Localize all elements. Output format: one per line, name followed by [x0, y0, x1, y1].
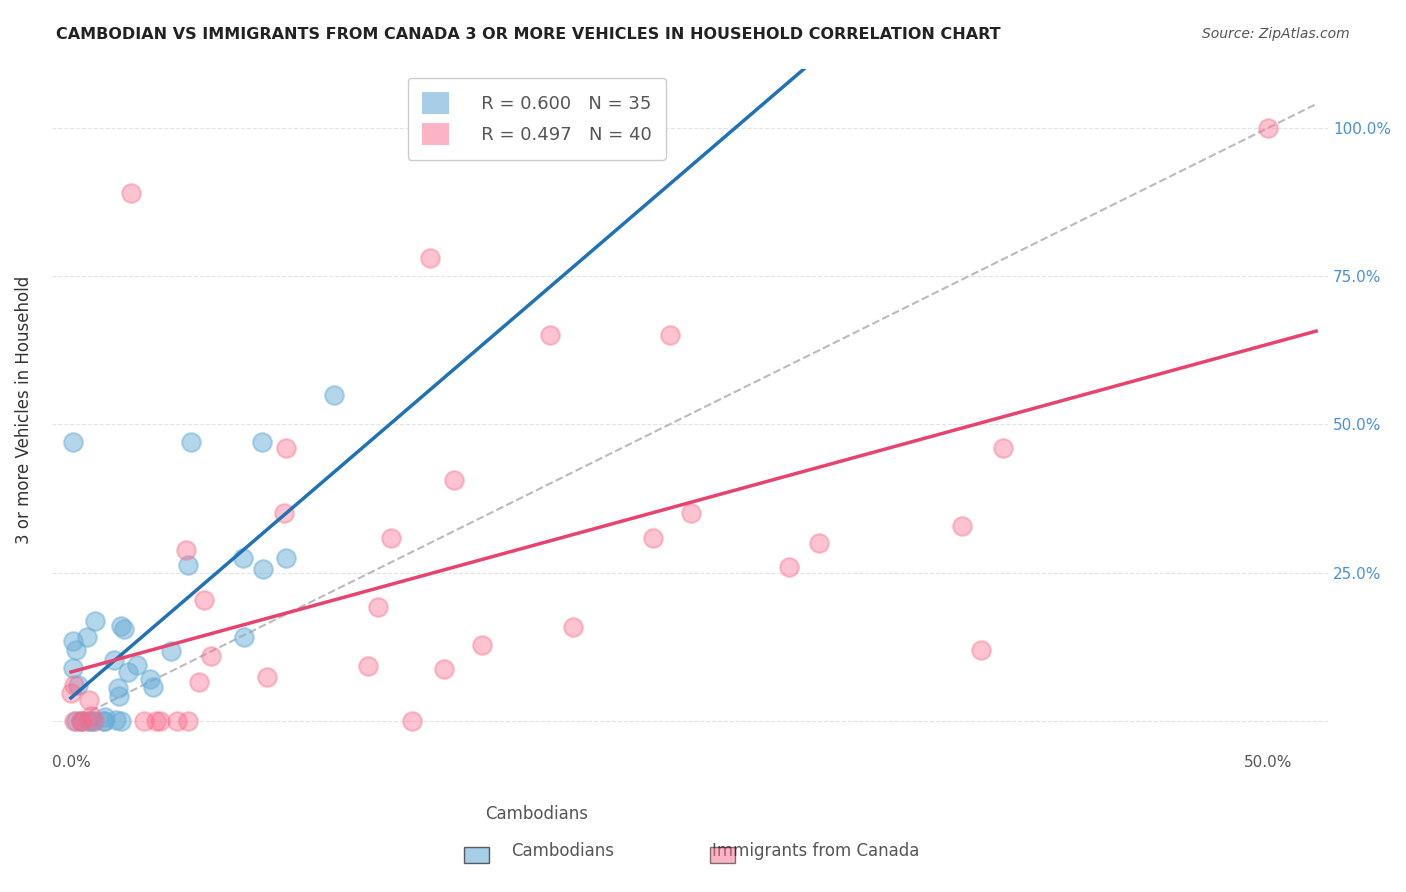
Point	[82, 714, 104, 728]
Point	[142, 681, 165, 695]
Point	[166, 714, 188, 728]
Point	[180, 435, 202, 450]
Point	[59, 686, 82, 700]
Y-axis label: 3 or more Vehicles in Household: 3 or more Vehicles in Household	[15, 276, 32, 543]
Point	[276, 550, 298, 565]
Point	[778, 559, 800, 574]
Point	[193, 593, 215, 607]
Point	[76, 630, 98, 644]
Point	[970, 642, 993, 657]
Point	[139, 672, 162, 686]
Point	[256, 670, 278, 684]
Point	[433, 663, 456, 677]
Point	[62, 435, 84, 450]
Point	[145, 714, 167, 728]
Point	[174, 542, 197, 557]
Point	[65, 714, 87, 728]
Point	[177, 714, 200, 728]
Point	[67, 678, 90, 692]
Point	[93, 714, 115, 728]
Point	[419, 252, 441, 266]
Text: Immigrants from Canada: Immigrants from Canada	[711, 842, 920, 860]
Point	[443, 474, 465, 488]
Point	[70, 714, 93, 728]
Point	[112, 622, 135, 636]
Point	[177, 558, 200, 573]
Point	[120, 186, 142, 200]
Point	[107, 681, 129, 695]
Point	[148, 714, 170, 728]
Point	[367, 600, 389, 615]
Point	[159, 644, 181, 658]
Point	[200, 648, 222, 663]
Point	[323, 387, 346, 401]
Point	[80, 709, 103, 723]
Point	[93, 714, 115, 728]
Text: Source: ZipAtlas.com: Source: ZipAtlas.com	[1202, 27, 1350, 41]
Point	[1257, 120, 1279, 135]
Point	[94, 710, 117, 724]
Point	[70, 714, 93, 728]
Point	[380, 531, 402, 545]
Point	[357, 658, 380, 673]
Point	[103, 652, 125, 666]
Point	[77, 692, 100, 706]
Text: Cambodians: Cambodians	[485, 805, 588, 823]
Point	[950, 519, 973, 533]
Point	[538, 328, 561, 343]
Point	[232, 630, 254, 644]
Point	[62, 678, 84, 692]
Point	[134, 714, 156, 728]
Point	[77, 714, 100, 728]
Point	[561, 620, 583, 634]
Point	[125, 657, 148, 672]
Point	[187, 674, 209, 689]
Point	[401, 714, 423, 728]
Point	[232, 551, 254, 566]
Point	[79, 714, 101, 728]
Legend:    R = 0.600   N = 35,    R = 0.497   N = 40: R = 0.600 N = 35, R = 0.497 N = 40	[408, 78, 666, 160]
Point	[69, 714, 91, 728]
Point	[62, 633, 84, 648]
Point	[62, 660, 84, 674]
Point	[105, 713, 128, 727]
Point	[84, 614, 107, 628]
Point	[108, 689, 131, 703]
Point	[276, 441, 298, 455]
Text: CAMBODIAN VS IMMIGRANTS FROM CANADA 3 OR MORE VEHICLES IN HOUSEHOLD CORRELATION : CAMBODIAN VS IMMIGRANTS FROM CANADA 3 OR…	[56, 27, 1001, 42]
Point	[679, 507, 702, 521]
Point	[807, 536, 830, 550]
Point	[471, 639, 494, 653]
Point	[65, 643, 87, 657]
Point	[110, 714, 132, 728]
Point	[83, 714, 105, 728]
Point	[273, 506, 295, 520]
Point	[62, 714, 84, 728]
Point	[658, 328, 681, 343]
Point	[252, 435, 274, 450]
Point	[110, 619, 132, 633]
Point	[117, 665, 139, 680]
Point	[643, 531, 665, 545]
Text: Cambodians: Cambodians	[510, 842, 614, 860]
Point	[252, 562, 274, 576]
Point	[991, 441, 1014, 455]
